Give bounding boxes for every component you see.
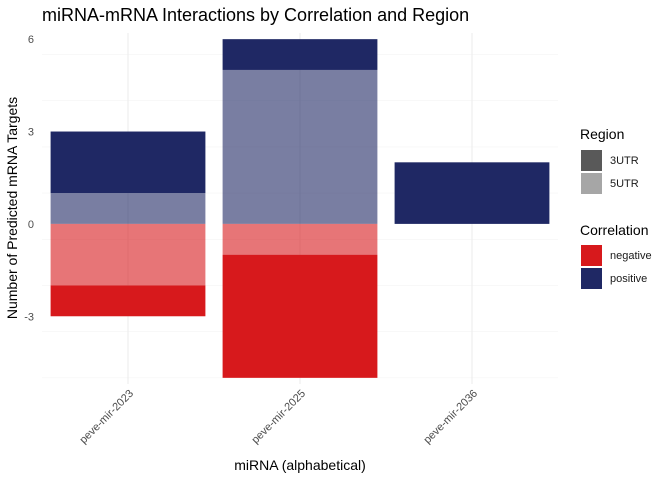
x-axis-title: miRNA (alphabetical)	[234, 457, 366, 473]
bars	[50, 39, 550, 378]
x-tick-label-peve-mir-2023: peve-mir-2023	[77, 388, 136, 447]
bar-peve-mir-2023-positive-5utr	[50, 193, 206, 224]
bar-peve-mir-2023-negative-5utr	[50, 223, 206, 286]
bar-peve-mir-2036-positive-3utr	[394, 162, 550, 224]
x-axis: peve-mir-2023 peve-mir-2025 peve-mir-2036	[77, 388, 480, 447]
legend-label-positive: positive	[610, 273, 647, 285]
legend-swatch-negative	[581, 245, 602, 266]
legend-label-3utr: 3UTR	[610, 155, 639, 167]
legend-region-title: Region	[580, 126, 624, 142]
bar-peve-mir-2025-negative-5utr	[222, 223, 378, 255]
y-tick-label: 3	[28, 127, 34, 139]
y-tick-label: 6	[28, 34, 34, 46]
bar-peve-mir-2025-positive-3utr	[222, 39, 378, 70]
x-tick-label-peve-mir-2036: peve-mir-2036	[421, 388, 480, 447]
bar-peve-mir-2023-positive-3utr	[50, 131, 206, 194]
y-tick-label: -3	[24, 311, 34, 323]
bar-peve-mir-2025-negative-3utr	[222, 254, 378, 378]
legend-correlation: Correlation negative positive	[580, 222, 652, 289]
chart-title: miRNA-mRNA Interactions by Correlation a…	[42, 5, 469, 25]
legend-correlation-title: Correlation	[580, 222, 648, 238]
y-axis: -3 0 3 6	[24, 34, 34, 323]
x-tick-label-peve-mir-2025: peve-mir-2025	[249, 388, 308, 447]
bar-peve-mir-2025-positive-5utr	[222, 69, 378, 224]
y-tick-label: 0	[28, 219, 34, 231]
y-axis-title: Number of Predicted mRNA Targets	[4, 97, 20, 319]
legend-swatch-5utr	[581, 173, 602, 194]
legend-region: Region 3UTR 5UTR	[580, 126, 639, 194]
legend-swatch-positive	[581, 268, 602, 289]
bar-peve-mir-2023-negative-3utr	[50, 285, 206, 317]
legend-label-5utr: 5UTR	[610, 178, 639, 190]
legend-label-negative: negative	[610, 250, 652, 262]
legend-swatch-3utr	[581, 150, 602, 171]
